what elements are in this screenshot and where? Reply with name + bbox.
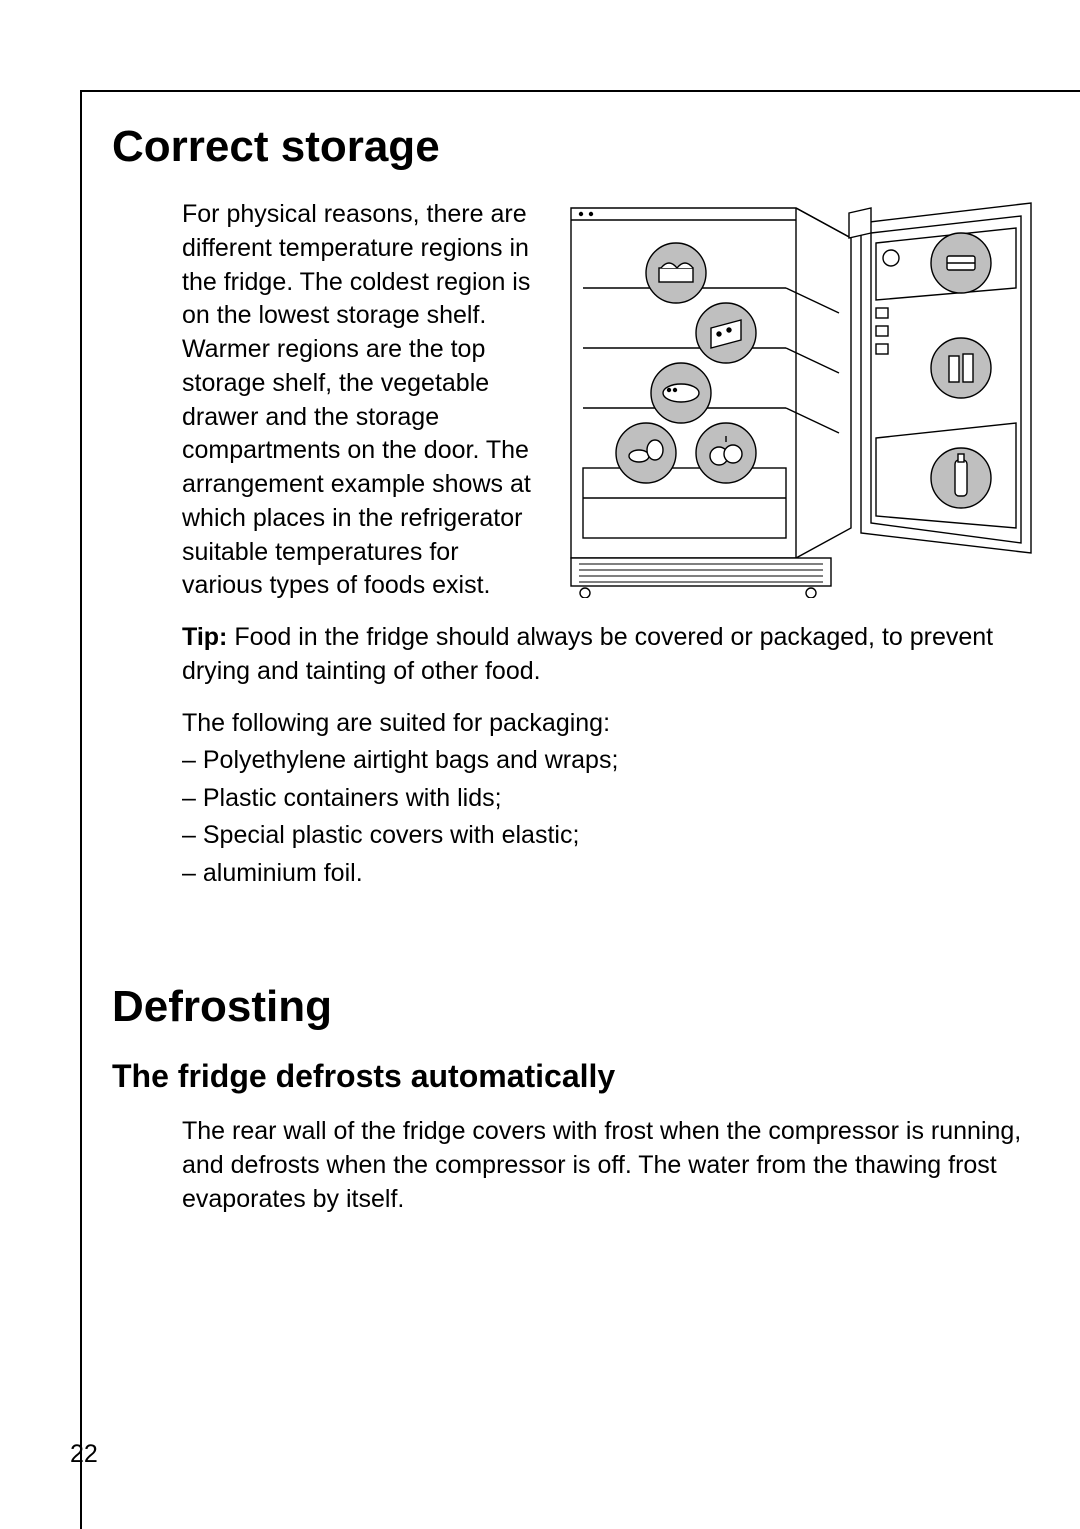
tip-paragraph: Tip: Food in the fridge should always be… xyxy=(182,621,1030,689)
section2-body: The rear wall of the fridge covers with … xyxy=(182,1115,1030,1216)
heading-defrosting: Defrosting xyxy=(112,982,1030,1032)
list-item: Polyethylene airtight bags and wraps; xyxy=(182,742,1030,780)
intro-row: For physical reasons, there are differen… xyxy=(182,198,1030,603)
heading-correct-storage: Correct storage xyxy=(112,122,1030,172)
page-frame: Correct storage For physical reasons, th… xyxy=(80,90,1080,1529)
page-number: 22 xyxy=(70,1440,98,1469)
packaging-list-intro: The following are suited for packaging: xyxy=(182,705,1030,743)
tip-label: Tip: xyxy=(182,623,227,651)
page-content: Correct storage For physical reasons, th… xyxy=(82,92,1080,1216)
tip-text: Food in the fridge should always be cove… xyxy=(182,623,993,685)
fridge-diagram xyxy=(561,198,1051,598)
intro-text: For physical reasons, there are differen… xyxy=(182,198,537,603)
section1-body: For physical reasons, there are differen… xyxy=(182,198,1030,892)
list-item: Special plastic covers with elastic; xyxy=(182,817,1030,855)
list-item: Plastic containers with lids; xyxy=(182,780,1030,818)
defrost-paragraph: The rear wall of the fridge covers with … xyxy=(182,1115,1030,1216)
packaging-list: Polyethylene airtight bags and wraps; Pl… xyxy=(182,742,1030,892)
list-item: aluminium foil. xyxy=(182,855,1030,893)
fridge-diagram-container xyxy=(561,198,1051,603)
section-gap xyxy=(112,892,1030,982)
subheading-defrost-auto: The fridge defrosts automatically xyxy=(112,1058,1030,1095)
